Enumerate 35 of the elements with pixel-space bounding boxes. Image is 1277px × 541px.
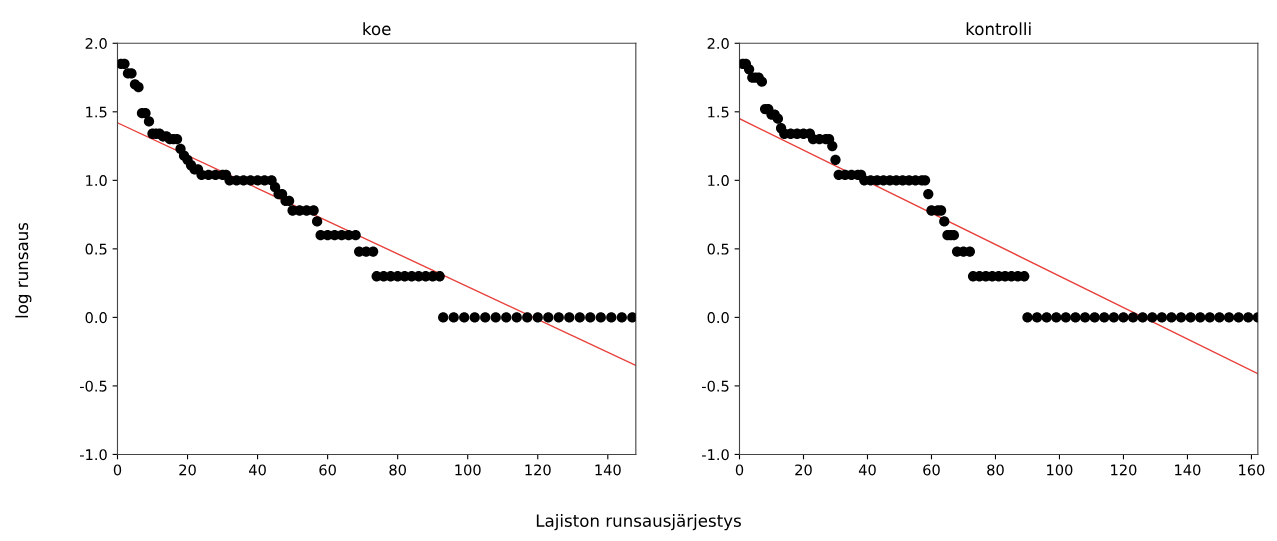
x-tick-label: 0 bbox=[113, 464, 122, 476]
x-tick-label: 40 bbox=[249, 464, 266, 476]
y-tick-label: 1.5 bbox=[86, 106, 107, 118]
y-tick-label: 1.0 bbox=[86, 175, 107, 187]
x-tick-label: 40 bbox=[858, 464, 876, 476]
x-tick-label: 120 bbox=[1111, 464, 1137, 476]
x-tick-label: 100 bbox=[455, 464, 481, 476]
x-axis-title: Lajiston runsausjärjestys bbox=[536, 514, 741, 531]
x-tick-label: 60 bbox=[319, 464, 336, 476]
x-tick-label: 60 bbox=[923, 464, 940, 476]
chart-title: kontrolli bbox=[966, 22, 1031, 36]
x-tick-label: 0 bbox=[735, 464, 744, 476]
y-tick-label: -0.5 bbox=[702, 380, 729, 392]
x-tick-label: 140 bbox=[1175, 464, 1201, 476]
y-tick-label: 0.0 bbox=[707, 312, 729, 324]
x-tick-label: 100 bbox=[1047, 464, 1073, 476]
y-tick-label: -1.0 bbox=[702, 449, 729, 461]
y-tick-label: 0.5 bbox=[707, 243, 729, 255]
x-tick-label: 80 bbox=[389, 464, 406, 476]
y-tick-label: 0.0 bbox=[85, 312, 107, 324]
y-tick-label: 1.5 bbox=[708, 106, 729, 118]
y-tick-label: 0.5 bbox=[85, 243, 107, 255]
x-tick-label: 20 bbox=[179, 464, 196, 476]
y-tick-label: 2.0 bbox=[85, 38, 107, 50]
y-axis-title: log runsaus bbox=[15, 222, 32, 318]
y-tick-label: -0.5 bbox=[80, 380, 107, 392]
chart-title: koe bbox=[363, 22, 391, 36]
y-tick-label: 2.0 bbox=[707, 38, 729, 50]
x-tick-label: 80 bbox=[987, 464, 1004, 476]
x-tick-label: 160 bbox=[1239, 464, 1265, 476]
y-tick-label: -1.0 bbox=[80, 449, 107, 461]
x-tick-label: 120 bbox=[525, 464, 551, 476]
y-tick-label: 1.0 bbox=[708, 175, 729, 187]
x-tick-label: 140 bbox=[595, 464, 621, 476]
x-tick-label: 20 bbox=[795, 464, 812, 476]
